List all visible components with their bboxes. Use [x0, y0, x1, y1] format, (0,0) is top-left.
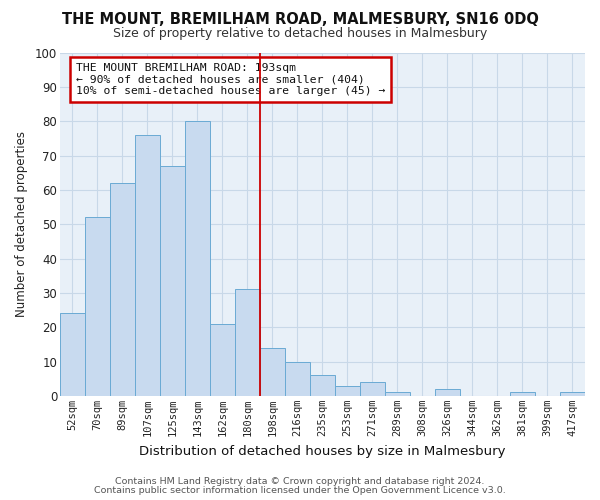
Bar: [510, 392, 535, 396]
Bar: [285, 362, 310, 396]
X-axis label: Distribution of detached houses by size in Malmesbury: Distribution of detached houses by size …: [139, 444, 506, 458]
Text: Contains public sector information licensed under the Open Government Licence v3: Contains public sector information licen…: [94, 486, 506, 495]
Bar: [260, 348, 285, 396]
Bar: [110, 183, 135, 396]
Text: THE MOUNT, BREMILHAM ROAD, MALMESBURY, SN16 0DQ: THE MOUNT, BREMILHAM ROAD, MALMESBURY, S…: [62, 12, 538, 28]
Bar: [185, 121, 210, 396]
Bar: [85, 218, 110, 396]
Bar: [135, 135, 160, 396]
Bar: [235, 290, 260, 396]
Bar: [160, 166, 185, 396]
Bar: [385, 392, 410, 396]
Text: Contains HM Land Registry data © Crown copyright and database right 2024.: Contains HM Land Registry data © Crown c…: [115, 477, 485, 486]
Bar: [310, 376, 335, 396]
Bar: [60, 314, 85, 396]
Bar: [560, 392, 585, 396]
Bar: [360, 382, 385, 396]
Text: Size of property relative to detached houses in Malmesbury: Size of property relative to detached ho…: [113, 28, 487, 40]
Text: THE MOUNT BREMILHAM ROAD: 193sqm
← 90% of detached houses are smaller (404)
10% : THE MOUNT BREMILHAM ROAD: 193sqm ← 90% o…: [76, 63, 385, 96]
Bar: [435, 389, 460, 396]
Y-axis label: Number of detached properties: Number of detached properties: [15, 131, 28, 317]
Bar: [210, 324, 235, 396]
Bar: [335, 386, 360, 396]
